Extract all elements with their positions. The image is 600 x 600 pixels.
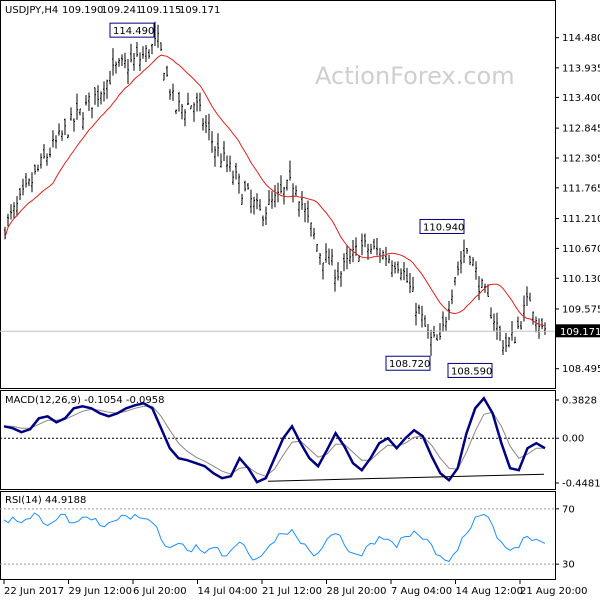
- rsi-title: RSI(14) 44.9188: [5, 495, 86, 506]
- price-annotation-label: 114.490: [113, 26, 154, 37]
- price-tick-label: 110.130: [562, 274, 600, 285]
- current-price-label: 109.171: [560, 327, 600, 338]
- price-annotation-label: 108.590: [451, 366, 492, 377]
- price-annotation-box: [385, 355, 431, 371]
- price-annotation-box: [109, 22, 155, 38]
- macd-trend-line: [267, 473, 545, 482]
- price-chart-title: USDJPY,H4: [5, 5, 58, 16]
- axis-layer: 109.171 114.480 113.935 113.400 112.845 112.3…: [3, 33, 600, 597]
- rsi-tick-label: 30: [562, 560, 575, 571]
- x-tick-label: 14 Aug 12:00: [456, 586, 523, 597]
- x-tick-label: 28 Jul 20:00: [327, 586, 387, 597]
- x-tick-label: 29 Jun 12:00: [69, 586, 133, 597]
- macd-tick-label: 0.00: [562, 434, 584, 445]
- x-tick-label: 22 Jun 2017: [4, 586, 64, 597]
- price-annotation-box: [447, 362, 493, 378]
- ohlc-high: 109.241: [101, 5, 142, 16]
- macd-layer: [0, 396, 555, 484]
- macd-line: [3, 396, 546, 484]
- macd-pane-frame: [0, 390, 556, 490]
- ohlc-low: 109.115: [140, 5, 181, 16]
- x-tick-label: 21 Jul 12:00: [262, 586, 322, 597]
- price-annotation-box: [419, 218, 465, 234]
- price-tick-label: 113.400: [562, 93, 600, 104]
- price-annotation-label: 110.940: [423, 222, 464, 233]
- price-tick-label: 113.935: [562, 63, 600, 74]
- current-price-badge: [556, 324, 600, 338]
- price-tick-label: 109.575: [562, 304, 600, 315]
- rsi-tick-label: 70: [562, 504, 575, 515]
- rsi-layer: [0, 508, 555, 565]
- rsi-line: [3, 512, 546, 562]
- price-annotation-label: 108.720: [389, 359, 430, 370]
- price-tick-label: 114.480: [562, 33, 600, 44]
- watermark: ActionForex.com: [315, 62, 515, 90]
- x-tick-label: 6 Jul 20:00: [133, 586, 187, 597]
- x-tick-label: 21 Aug 20:00: [520, 586, 587, 597]
- macd-tick-label: -0.4481: [562, 479, 600, 490]
- macd-title: MACD(12,26,9) -0.1054 -0.0958: [5, 395, 165, 406]
- moving-average-line: [4, 54, 546, 326]
- x-tick-label: 14 Jul 04:00: [198, 586, 258, 597]
- price-tick-label: 111.210: [562, 214, 600, 225]
- price-layer: 114.490 110.940 108.720 108.590: [0, 21, 555, 378]
- price-tick-label: 110.670: [562, 244, 600, 255]
- price-tick-label: 112.305: [562, 153, 600, 164]
- price-tick-label: 112.845: [562, 124, 600, 135]
- x-tick-label: 7 Aug 04:00: [391, 586, 452, 597]
- price-tick-label: 108.495: [562, 364, 600, 375]
- price-tick-label: 111.765: [562, 183, 600, 194]
- ohlc-close: 109.171: [179, 5, 220, 16]
- macd-tick-label: 0.3828: [562, 396, 597, 407]
- ohlc-open: 109.190: [62, 5, 103, 16]
